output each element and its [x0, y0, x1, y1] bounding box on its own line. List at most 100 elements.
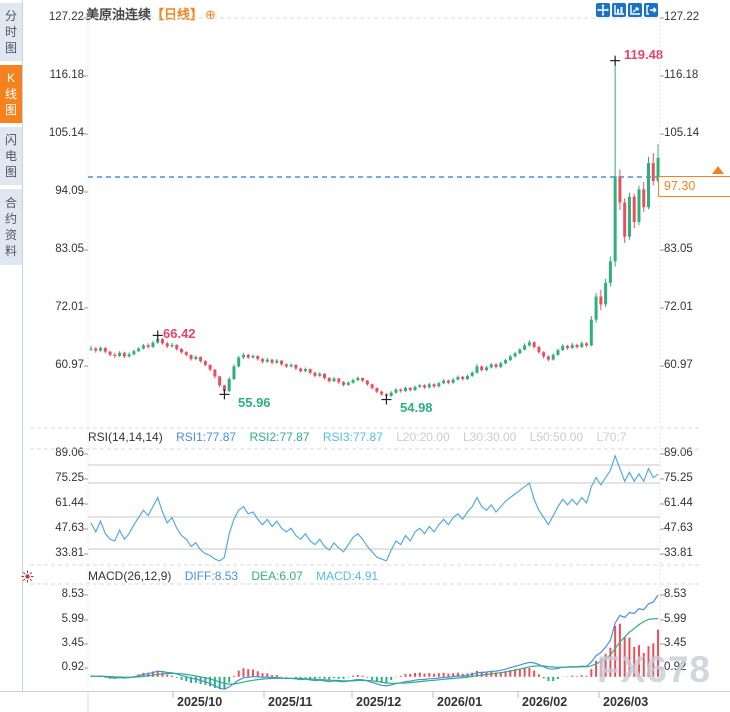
rsi-axis-label-right: 61.44 [664, 497, 693, 509]
candle-body [585, 343, 589, 346]
rsi-axis-label: 47.63 [55, 522, 84, 534]
candle-body [423, 385, 427, 388]
candle-body [570, 344, 574, 349]
candle-body [156, 339, 160, 343]
candle-body [251, 355, 255, 358]
sidebar-tab-contract-info[interactable]: 合约资料 [0, 189, 22, 265]
sidebar-tab-lightning[interactable]: 闪电图 [0, 127, 22, 185]
price-axis-label: 127.22 [48, 11, 84, 23]
axis-zoom-out-icon[interactable] [628, 3, 642, 17]
price-axis-label-right: 60.97 [664, 359, 693, 371]
annotation-low-2: 54.98 [400, 400, 433, 415]
candle-body [356, 377, 360, 381]
price-axis-label-right: 127.22 [664, 11, 700, 23]
candle-body [575, 344, 579, 347]
candle-body [227, 379, 231, 392]
candle-body [380, 391, 384, 395]
candle-body [551, 354, 555, 360]
x-axis-bar: 日线 ▲ [0, 691, 730, 712]
current-price-tag: 97.30 [658, 176, 730, 197]
price-axis-label: 94.09 [55, 185, 84, 197]
candle-body [284, 364, 288, 367]
sidebar-tab-timeshare[interactable]: 分时图 [0, 3, 22, 61]
candle-body [118, 352, 122, 356]
candle-body [132, 351, 136, 355]
candle-body [265, 359, 269, 362]
price-axis-label: 60.97 [55, 359, 84, 371]
candle-body [122, 352, 126, 357]
candle-body [165, 343, 169, 347]
rsi-header[interactable]: RSI(14,14,14) RSI1:77.87 RSI2:77.87 RSI3… [88, 430, 636, 444]
x-axis-date-label: 2026/02 [522, 695, 568, 709]
candle-body [527, 342, 531, 346]
rsi-axis-label: 33.81 [55, 547, 84, 559]
rsi3-value: RSI3:77.87 [322, 430, 383, 444]
candle-body [475, 366, 479, 373]
rsi1-value: RSI1:77.87 [176, 430, 237, 444]
macd-axis-label: 5.99 [61, 613, 84, 625]
add-indicator-icon[interactable]: ⊕ [205, 7, 216, 22]
rsi-axis-label-right: 47.63 [664, 522, 693, 534]
candle-body [189, 354, 193, 360]
macd-axis-label: 0.92 [61, 661, 84, 673]
price-axis-label-right: 72.01 [664, 301, 693, 313]
candle-body [232, 366, 236, 380]
candle-body [632, 196, 636, 222]
price-axis-label: 116.18 [49, 69, 84, 81]
candle-body [556, 350, 560, 355]
candle-body [532, 342, 536, 347]
annotation-swing-high: 66.42 [163, 326, 196, 341]
candle-body [203, 361, 207, 365]
macd-header[interactable]: MACD(26,12,9) DIFF:8.53 DEA:6.07 MACD:4.… [88, 569, 388, 583]
macd-dea-line [91, 618, 659, 685]
candle-body [403, 387, 407, 392]
exit-fullscreen-icon[interactable] [644, 3, 658, 17]
x-axis-date-label: 2026/03 [603, 695, 649, 709]
candle-body [432, 384, 436, 387]
candle-body [456, 376, 460, 380]
candle-body [94, 348, 98, 351]
candle-body [103, 348, 107, 352]
candle-body [299, 368, 303, 372]
candle-body [566, 345, 569, 349]
candle-body [561, 345, 565, 351]
indicator-settings-icon[interactable] [21, 570, 34, 588]
candle-body [318, 373, 322, 376]
candle-body [523, 345, 527, 350]
candle-body [237, 357, 241, 367]
candle-body [180, 349, 184, 353]
macd-axis-label-right: 3.45 [664, 637, 687, 649]
candle-body [194, 356, 198, 360]
candle-body [399, 389, 403, 392]
candle-body [170, 344, 174, 347]
rsi-l30: L30:30.00 [462, 430, 517, 444]
candle-body [146, 345, 150, 347]
axis-zoom-in-icon[interactable] [612, 3, 626, 17]
candle-body [546, 356, 550, 360]
candle-body [270, 359, 274, 363]
macd-macd-value: MACD:4.91 [316, 569, 379, 583]
candle-body [208, 364, 212, 370]
candle-body [141, 345, 145, 349]
candle-body [513, 353, 517, 357]
rsi-axis-label-right: 33.81 [664, 547, 693, 559]
candle-body [351, 380, 355, 383]
candle-body [389, 392, 393, 396]
candle-body [275, 360, 279, 363]
candle-body [127, 354, 131, 357]
candle-body [508, 356, 512, 361]
candle-body [642, 189, 646, 208]
candle-body [289, 364, 293, 367]
candle-body [461, 376, 465, 380]
candle-body [342, 382, 346, 385]
macd-dea-value: DEA:6.07 [251, 569, 303, 583]
candle-body [175, 344, 179, 350]
price-axis-label-right: 105.14 [664, 127, 700, 139]
move-icon[interactable] [596, 3, 610, 17]
x-axis-date-label: 2025/10 [177, 695, 223, 709]
candle-body [613, 176, 617, 262]
candle-body [656, 157, 660, 181]
rsi-l50: L50:50.00 [529, 430, 584, 444]
